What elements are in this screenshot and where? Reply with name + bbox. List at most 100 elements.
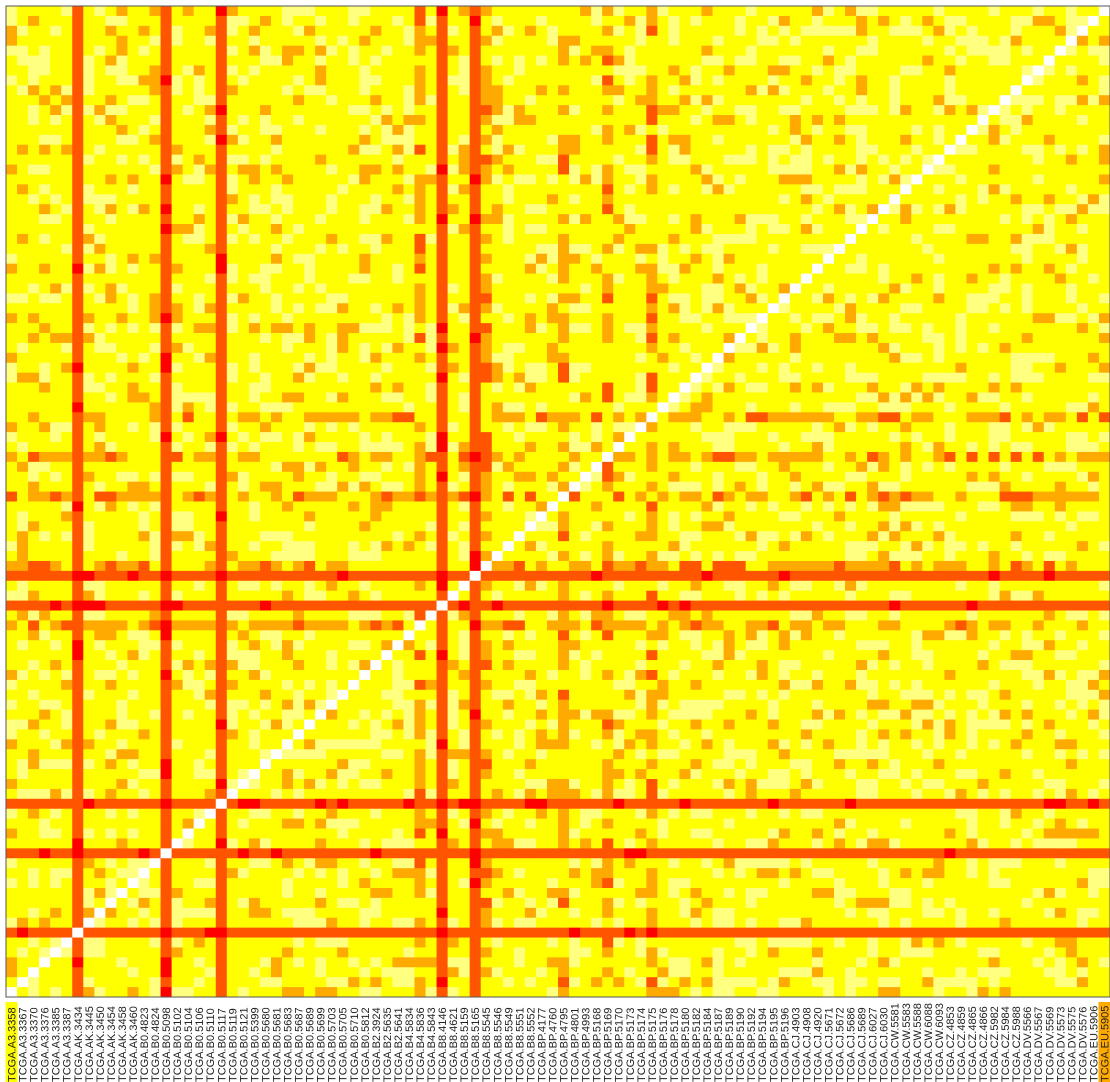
heatmap-cell bbox=[988, 75, 1001, 86]
heatmap-cell bbox=[1087, 392, 1100, 403]
heatmap-cell bbox=[602, 144, 614, 156]
heatmap-cell bbox=[966, 204, 979, 215]
heatmap-cell bbox=[105, 362, 117, 374]
heatmap-cell bbox=[469, 372, 482, 384]
heatmap-cell bbox=[591, 214, 603, 225]
heatmap-cell bbox=[83, 432, 95, 443]
heatmap-cell bbox=[1054, 204, 1067, 215]
heatmap-cell bbox=[668, 392, 680, 403]
heatmap-cell bbox=[72, 402, 84, 413]
heatmap-cell bbox=[348, 432, 360, 443]
heatmap-cell bbox=[911, 124, 923, 136]
heatmap-cell bbox=[138, 194, 151, 205]
heatmap-cell bbox=[370, 144, 382, 156]
heatmap-cell bbox=[94, 95, 106, 106]
heatmap-cell bbox=[491, 491, 504, 502]
heatmap-cell bbox=[83, 362, 95, 374]
heatmap-cell bbox=[182, 323, 195, 334]
heatmap-cell bbox=[580, 422, 592, 433]
heatmap-cell bbox=[359, 194, 371, 205]
heatmap-cell bbox=[1043, 35, 1056, 47]
heatmap-cell bbox=[1087, 35, 1100, 47]
heatmap-cell bbox=[259, 164, 272, 175]
heatmap-cell bbox=[613, 323, 625, 334]
heatmap-cell bbox=[690, 491, 703, 502]
heatmap-cell bbox=[248, 372, 261, 384]
heatmap-cell bbox=[116, 65, 128, 76]
heatmap-cell bbox=[326, 491, 338, 502]
heatmap-cell bbox=[425, 75, 438, 86]
heatmap-cell bbox=[248, 442, 261, 453]
heatmap-cell bbox=[293, 263, 305, 275]
heatmap-cell bbox=[293, 224, 305, 235]
heatmap-cell bbox=[558, 362, 570, 374]
heatmap-cell bbox=[414, 65, 427, 76]
heatmap-cell bbox=[513, 214, 526, 225]
heatmap-cell bbox=[94, 461, 106, 473]
heatmap-cell bbox=[1054, 491, 1067, 502]
heatmap-cell bbox=[524, 313, 537, 324]
heatmap-cell bbox=[348, 451, 360, 463]
heatmap-cell bbox=[546, 471, 559, 483]
heatmap-cell bbox=[1010, 105, 1023, 116]
heatmap-cell bbox=[535, 95, 548, 106]
heatmap-cell bbox=[1076, 451, 1089, 463]
heatmap-cell bbox=[447, 154, 460, 166]
heatmap-cell bbox=[922, 144, 934, 156]
heatmap-cell bbox=[182, 432, 195, 443]
heatmap-cell bbox=[679, 184, 691, 195]
heatmap-cell bbox=[988, 105, 1001, 116]
heatmap-cell bbox=[723, 35, 736, 47]
heatmap-cell bbox=[1054, 115, 1067, 126]
heatmap-cell bbox=[193, 124, 206, 136]
heatmap-cell bbox=[61, 134, 73, 146]
heatmap-cell bbox=[811, 372, 824, 384]
heatmap-cell bbox=[403, 55, 415, 66]
heatmap-cell bbox=[182, 402, 195, 413]
heatmap-cell bbox=[61, 263, 73, 275]
heatmap-cell bbox=[348, 293, 360, 304]
heatmap-cell bbox=[248, 273, 261, 284]
heatmap-cell bbox=[690, 422, 703, 433]
heatmap-cell bbox=[635, 253, 647, 265]
heatmap-cell bbox=[392, 362, 404, 374]
heatmap-cell bbox=[679, 214, 691, 225]
heatmap-cell bbox=[270, 164, 283, 175]
heatmap-cell bbox=[811, 115, 824, 126]
heatmap-cell bbox=[922, 313, 934, 324]
heatmap-cell bbox=[933, 85, 945, 96]
heatmap-cell bbox=[933, 481, 945, 493]
heatmap-cell bbox=[282, 214, 294, 225]
heatmap-cell bbox=[767, 352, 780, 364]
heatmap-cell bbox=[822, 263, 835, 275]
heatmap-cell bbox=[436, 124, 449, 136]
heatmap-cell bbox=[226, 45, 239, 57]
heatmap-cell bbox=[1054, 442, 1067, 453]
heatmap-cell bbox=[425, 402, 438, 413]
heatmap-cell bbox=[160, 35, 173, 47]
heatmap-cell bbox=[304, 164, 316, 175]
heatmap-cell bbox=[1098, 313, 1110, 324]
heatmap-cell bbox=[977, 154, 990, 166]
heatmap-cell bbox=[414, 144, 427, 156]
heatmap-cell bbox=[359, 6, 371, 17]
heatmap-cell bbox=[39, 253, 51, 265]
heatmap-cell bbox=[1098, 65, 1110, 76]
heatmap-cell bbox=[182, 164, 195, 175]
heatmap-cell bbox=[1021, 471, 1034, 483]
heatmap-cell bbox=[337, 154, 349, 166]
heatmap-cell bbox=[83, 392, 95, 403]
heatmap-cell bbox=[1065, 134, 1078, 146]
heatmap-cell bbox=[558, 253, 570, 265]
heatmap-cell bbox=[160, 233, 173, 245]
heatmap-cell bbox=[966, 491, 979, 502]
heatmap-cell bbox=[546, 124, 559, 136]
heatmap-cell bbox=[999, 412, 1012, 423]
heatmap-cell bbox=[778, 303, 791, 314]
heatmap-cell bbox=[83, 75, 95, 86]
heatmap-cell bbox=[1010, 35, 1023, 47]
heatmap-cell bbox=[734, 263, 747, 275]
heatmap-cell bbox=[237, 6, 250, 17]
heatmap-cell bbox=[524, 382, 537, 393]
heatmap-cell bbox=[50, 75, 62, 86]
